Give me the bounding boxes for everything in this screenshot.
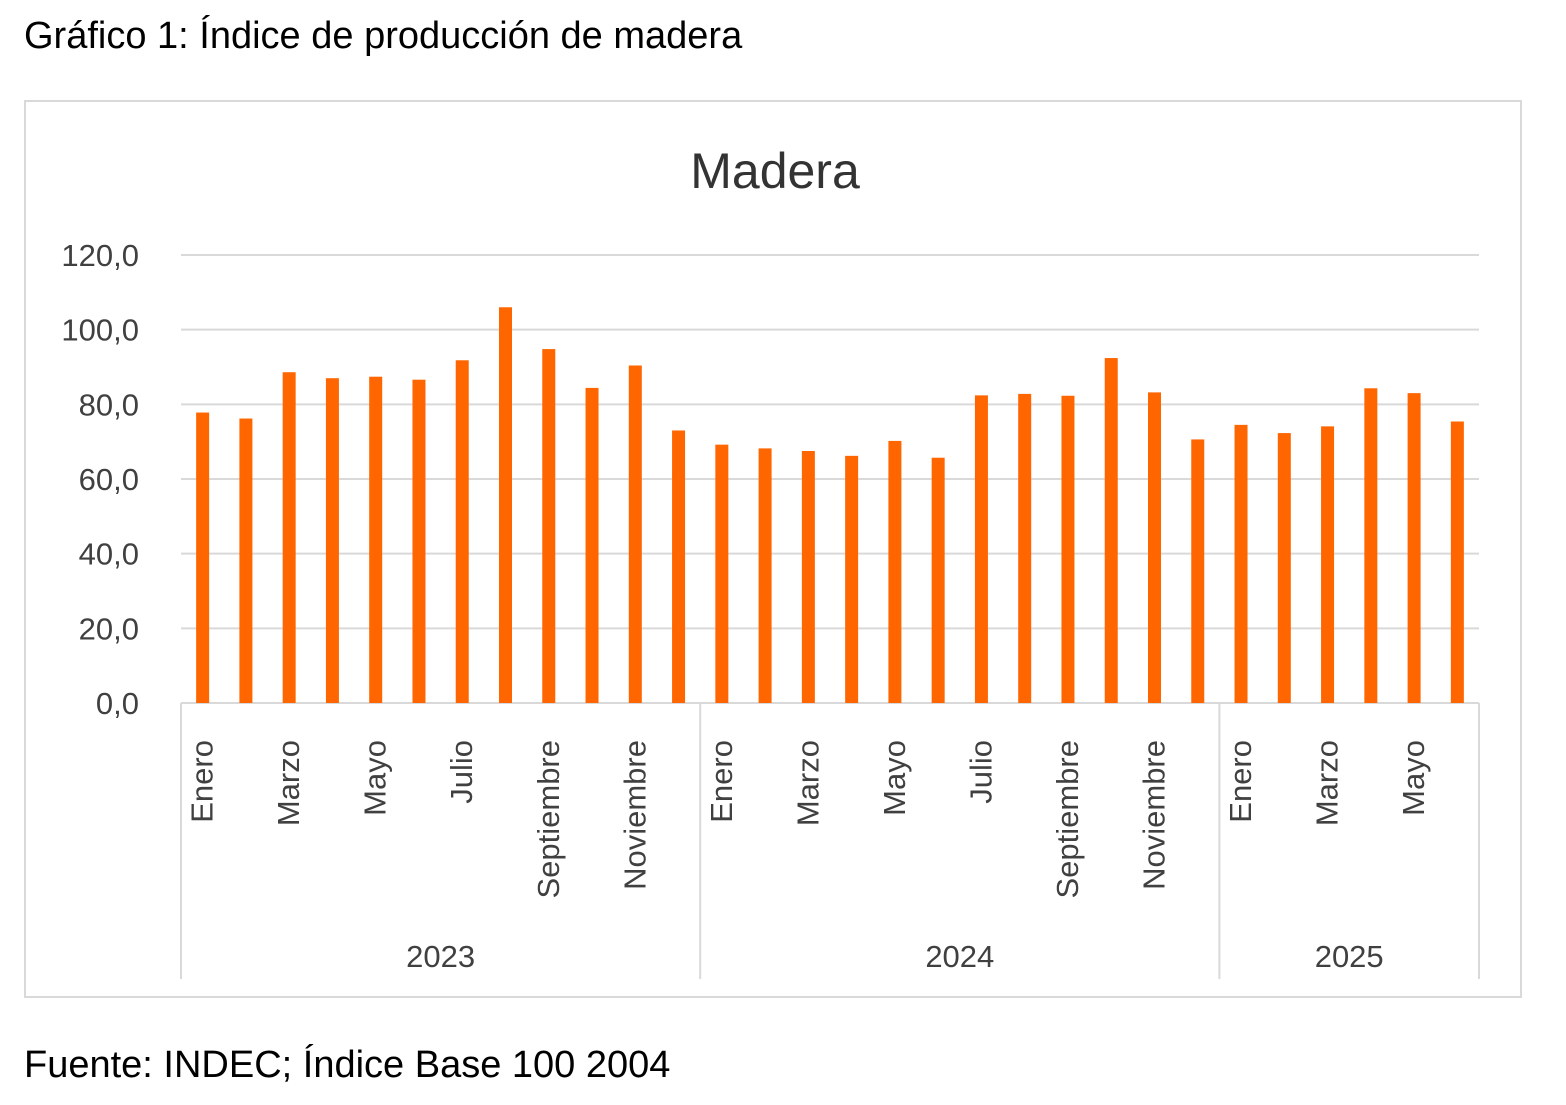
y-tick-label: 40,0 [79, 537, 139, 572]
bar [758, 448, 772, 703]
bar [845, 455, 859, 703]
figure-title: Gráfico 1: Índice de producción de mader… [24, 15, 743, 57]
bar [1321, 426, 1335, 703]
bar [412, 379, 426, 703]
bar [931, 457, 945, 703]
x-tick-label: Mayo [358, 740, 393, 816]
x-tick-label: Mayo [877, 740, 912, 816]
bar [715, 444, 729, 703]
y-tick-label: 100,0 [61, 313, 139, 348]
y-tick-label: 120,0 [61, 238, 139, 273]
year-label: 2024 [925, 939, 994, 974]
x-tick-label: Julio [963, 740, 998, 804]
year-label: 2023 [406, 939, 475, 974]
y-tick-label: 20,0 [79, 611, 139, 646]
bar [325, 378, 339, 703]
x-tick-label: Julio [444, 740, 479, 804]
gridlines [181, 254, 1479, 704]
bar [888, 440, 902, 703]
bar [1191, 439, 1205, 703]
y-axis: 0,0 20,0 40,0 60,0 80,0 100,0 120,0 [61, 238, 139, 721]
bar [499, 307, 512, 703]
bar [585, 387, 599, 703]
x-tick-label: Septiembre [1050, 740, 1085, 899]
x-tick-label: Enero [185, 740, 220, 823]
x-tick-label: Noviembre [1137, 740, 1172, 890]
bar [1364, 388, 1378, 703]
bar [1277, 433, 1291, 703]
bar [196, 412, 210, 703]
bar [1450, 421, 1464, 703]
x-tick-label: Enero [704, 740, 739, 823]
bar [801, 451, 815, 703]
x-tick-label: Mayo [1396, 740, 1431, 816]
year-label: 2025 [1315, 939, 1384, 974]
bar [282, 372, 296, 703]
x-axis: Enero Marzo Mayo Julio Septiembre Noviembre En… [180, 703, 1480, 979]
x-tick-label: Noviembre [617, 740, 652, 890]
bar [628, 365, 642, 703]
bar [1061, 395, 1075, 703]
chart-area: Madera 0,0 20,0 40,0 60,0 80,0 100,0 120,0 Ene… [24, 100, 1522, 998]
bar [1234, 424, 1248, 703]
y-tick-label: 80,0 [79, 387, 139, 422]
x-tick-label: Septiembre [531, 740, 566, 899]
bar [542, 349, 556, 703]
bar [455, 360, 469, 703]
bar [1104, 358, 1118, 703]
bar [974, 395, 988, 703]
bar [1407, 393, 1421, 703]
y-tick-label: 60,0 [79, 462, 139, 497]
bar [1148, 392, 1161, 703]
x-tick-label: Marzo [1310, 740, 1345, 826]
x-tick-label: Enero [1223, 740, 1258, 823]
bar-chart: Madera 0,0 20,0 40,0 60,0 80,0 100,0 120,0 Ene… [61, 143, 1480, 979]
x-tick-label: Marzo [790, 740, 825, 826]
bar [1018, 393, 1032, 703]
source-note: Fuente: INDEC; Índice Base 100 2004 [24, 1044, 671, 1086]
x-tick-label: Marzo [271, 740, 306, 826]
bar [369, 376, 383, 703]
y-tick-label: 0,0 [96, 686, 139, 721]
chart-title: Madera [690, 143, 860, 199]
bars [196, 307, 1464, 703]
bar [672, 430, 686, 703]
bar [239, 418, 253, 703]
